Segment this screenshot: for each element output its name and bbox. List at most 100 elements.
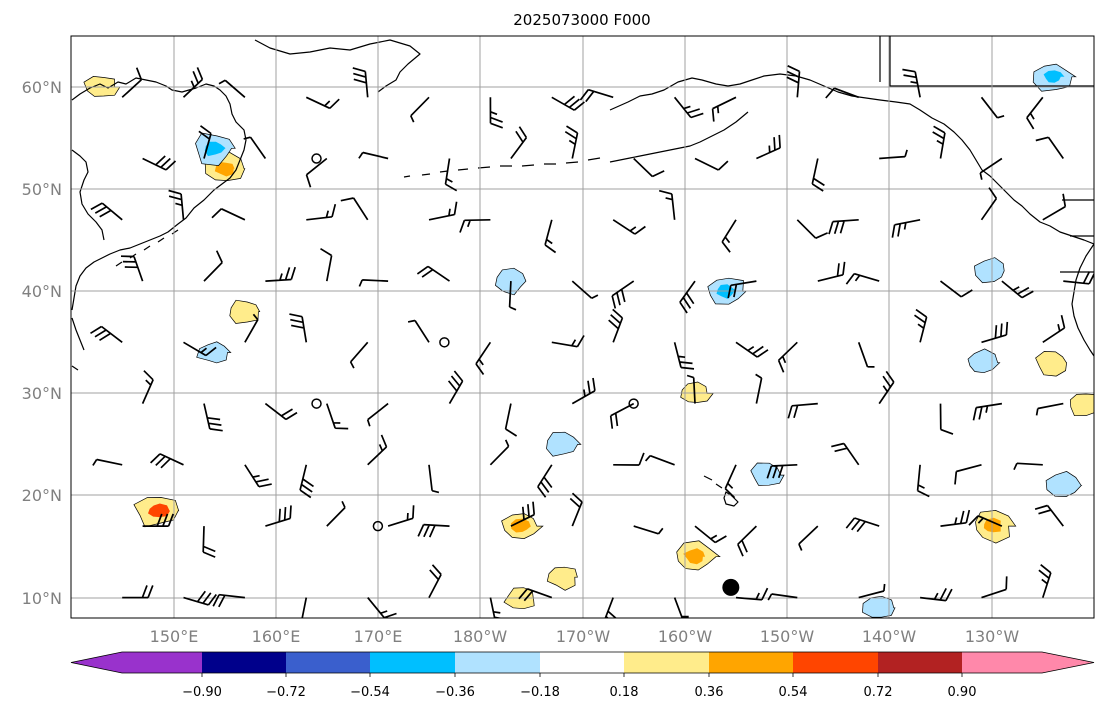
wind-barb <box>767 593 798 601</box>
calm-wind-marker <box>311 398 322 409</box>
colorbar-tick-label: 0.72 <box>864 685 893 700</box>
wind-barb <box>244 464 272 488</box>
wind-barb <box>551 335 585 348</box>
wind-barb <box>611 280 635 309</box>
wind-barb <box>727 280 757 299</box>
wind-barb <box>326 500 346 527</box>
colorbar-segment <box>71 652 202 673</box>
calm-wind-marker <box>628 398 639 409</box>
wind-barb <box>504 403 518 437</box>
alaska-coastline <box>609 73 1094 245</box>
wind-barb <box>508 281 517 311</box>
wind-barb <box>828 218 859 235</box>
wind-barbs <box>90 65 1094 618</box>
colorbar-segment <box>540 652 624 673</box>
colorbar-segment <box>962 652 1094 673</box>
wind-barb <box>980 187 998 221</box>
wind-barb <box>1034 504 1064 527</box>
lat-label: 10°N <box>22 589 62 608</box>
wind-barb <box>417 523 450 538</box>
wind-barb <box>349 341 369 369</box>
colorbar-segment <box>286 652 370 673</box>
anomaly-contour <box>229 299 261 324</box>
wind-barb <box>564 125 579 159</box>
lon-label: 140°W <box>862 627 917 646</box>
wind-barb <box>428 564 442 598</box>
map-panel <box>70 35 1095 619</box>
wind-barb <box>551 95 585 111</box>
wind-barb <box>366 402 389 427</box>
anomaly-contour <box>1069 393 1094 417</box>
colorbar-segment <box>793 652 878 673</box>
anomaly-contour <box>862 595 896 618</box>
wind-barb <box>90 202 123 221</box>
wind-barb <box>735 341 769 358</box>
latitude-labels: 10°N 20°N 30°N 40°N 50°N 60°N <box>22 78 62 608</box>
anomaly-contour <box>974 257 1005 284</box>
wind-barb <box>92 458 123 466</box>
wind-barb <box>182 67 204 98</box>
wind-barb <box>243 136 267 159</box>
anomaly-contour-core <box>510 518 532 533</box>
lat-label: 30°N <box>22 384 62 403</box>
wind-barb <box>1042 315 1066 344</box>
wind-barb <box>571 377 596 405</box>
colorbar-segment <box>455 652 540 673</box>
colorbar-tick-label: −0.36 <box>435 685 475 700</box>
wind-barb <box>301 597 308 618</box>
colorbar-tick-label: 0.18 <box>610 685 639 700</box>
colorbar-segment <box>878 652 962 673</box>
wind-barb <box>416 265 450 282</box>
wind-barb <box>796 219 828 239</box>
wind-barb <box>265 505 292 527</box>
wind-barb <box>325 403 349 430</box>
wind-barb <box>679 280 696 314</box>
wind-barb <box>786 65 801 98</box>
wind-barb <box>968 515 1003 527</box>
wind-barb <box>544 219 557 254</box>
wind-barb <box>658 189 676 220</box>
wind-barb <box>735 587 769 601</box>
anomaly-contour <box>1035 351 1067 377</box>
wind-barb <box>932 125 946 159</box>
wind-barb <box>694 157 729 171</box>
anomaly-contour-core <box>716 284 738 299</box>
wind-barb <box>902 68 921 98</box>
map-title: 2025073000 F000 <box>513 11 650 29</box>
lon-label: 160°W <box>658 627 713 646</box>
anomaly-contour-core <box>1043 70 1065 83</box>
wind-barb <box>90 325 123 343</box>
wind-barb <box>939 280 973 298</box>
lon-label: 150°E <box>150 627 199 646</box>
wind-barb <box>920 588 953 602</box>
calm-wind-marker <box>372 520 384 532</box>
wind-barb <box>787 402 818 419</box>
wind-barb <box>387 505 415 527</box>
wind-barb <box>202 526 216 558</box>
wind-barb <box>845 517 880 533</box>
wind-barb <box>1035 136 1064 159</box>
wind-barb <box>891 218 921 238</box>
wind-barb <box>673 96 704 119</box>
wind-barb <box>489 597 504 618</box>
wind-barb <box>1001 280 1034 299</box>
japan-coast <box>71 317 85 371</box>
wind-barb <box>831 442 860 466</box>
wind-barb <box>940 509 971 527</box>
wind-barb <box>264 402 298 421</box>
wind-barb <box>510 126 528 160</box>
anomaly-contour-core <box>683 548 706 565</box>
wind-barb <box>1013 462 1043 471</box>
north-america-west-coast <box>1071 243 1094 357</box>
wind-barb <box>203 403 223 432</box>
wind-barb <box>198 125 212 159</box>
wind-barb <box>857 342 875 368</box>
lat-label: 50°N <box>22 180 62 199</box>
wind-barb <box>604 597 617 618</box>
lon-label: 130°W <box>965 627 1020 646</box>
wind-barb <box>183 341 217 357</box>
wind-barb <box>569 492 583 527</box>
wind-barb <box>299 464 314 499</box>
lat-label: 20°N <box>22 486 62 505</box>
anomaly-contour <box>83 76 121 97</box>
